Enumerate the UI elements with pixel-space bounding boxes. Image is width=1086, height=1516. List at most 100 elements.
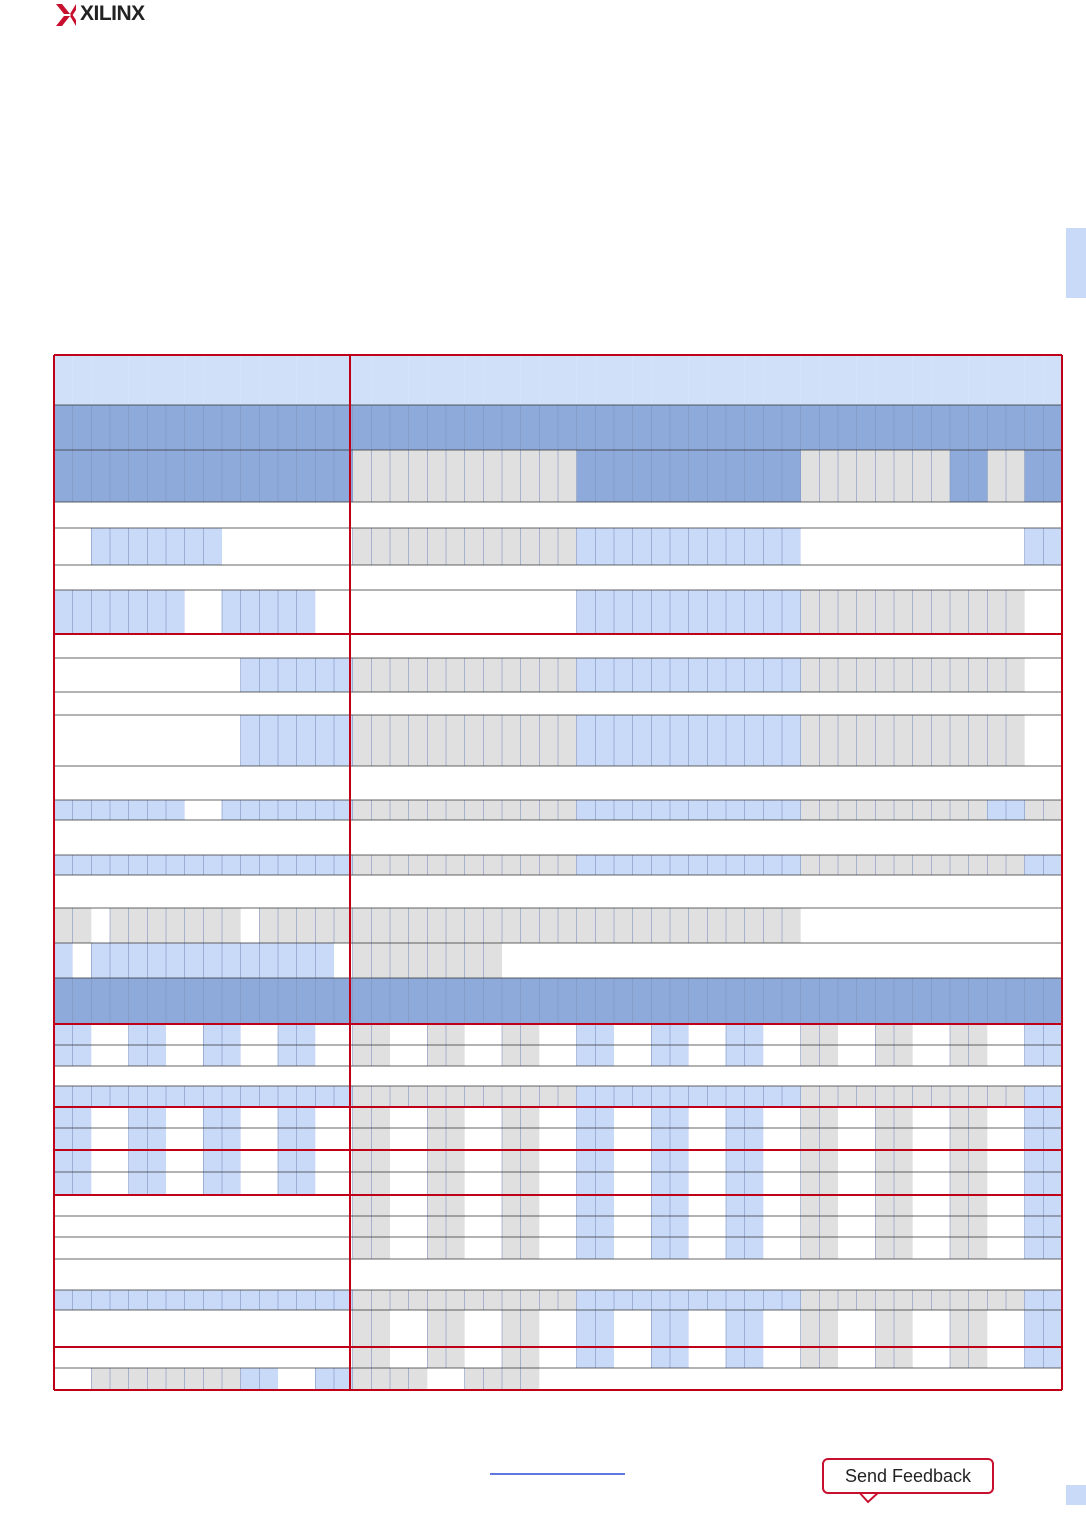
logo-text: XILINX <box>80 2 145 25</box>
table-cell <box>726 1237 745 1259</box>
table-cell <box>800 1024 820 1045</box>
table-cell <box>128 908 148 943</box>
table-cell <box>800 855 820 875</box>
table-cell <box>259 1290 278 1310</box>
table-cell <box>427 908 446 943</box>
table-cell <box>576 1045 596 1066</box>
table-cell <box>1024 1107 1044 1128</box>
table-cell <box>408 908 428 943</box>
table-cell <box>54 800 73 820</box>
table-cell <box>707 405 726 450</box>
table-cell <box>707 1290 726 1310</box>
table-cell <box>726 1310 745 1347</box>
table-cell <box>539 1086 558 1107</box>
table-cell <box>744 855 764 875</box>
table-cell <box>91 943 110 978</box>
table-cell <box>1024 1150 1044 1172</box>
table-cell <box>278 1086 297 1107</box>
table-cell <box>464 528 484 565</box>
table-cell <box>894 1172 913 1195</box>
table-cell <box>278 978 297 1024</box>
table-cell <box>968 1107 988 1128</box>
table-cell <box>763 528 782 565</box>
table-cell <box>875 1237 894 1259</box>
table-cell <box>894 1024 913 1045</box>
table-cell <box>110 1086 129 1107</box>
table-cell <box>576 1195 596 1216</box>
table-cell <box>595 1216 614 1237</box>
table-cell <box>427 1107 446 1128</box>
table-cell <box>54 943 73 978</box>
table-cell <box>334 1086 353 1107</box>
table-cell <box>688 908 708 943</box>
table-cell <box>782 528 801 565</box>
table-cell <box>950 978 969 1024</box>
table-cell <box>707 355 726 405</box>
table-cell <box>726 1216 745 1237</box>
table-cell <box>670 1045 689 1066</box>
table-cell <box>352 1216 372 1237</box>
table-cell <box>856 715 876 766</box>
table-cell <box>726 855 745 875</box>
table-cell <box>595 1128 614 1150</box>
table-cell <box>72 1150 92 1172</box>
table-cell <box>688 715 708 766</box>
table-cell <box>670 1310 689 1347</box>
table-cell <box>726 1150 745 1172</box>
table-cell <box>987 855 1006 875</box>
table-cell <box>875 1290 894 1310</box>
table-cell <box>614 855 633 875</box>
table-cell <box>427 355 446 405</box>
table-cell <box>894 1107 913 1128</box>
table-cell <box>427 1150 446 1172</box>
table-cell <box>520 1237 540 1259</box>
table-cell <box>1006 978 1025 1024</box>
table-cell <box>912 658 932 692</box>
table-cell <box>166 1290 185 1310</box>
table-cell <box>744 450 764 502</box>
table-cell <box>819 978 838 1024</box>
table-cell <box>520 1107 540 1128</box>
table-cell <box>800 1216 820 1237</box>
table-cell <box>259 1368 278 1390</box>
table-cell <box>128 1128 148 1150</box>
table-cell <box>352 978 372 1024</box>
table-cell <box>912 1086 932 1107</box>
table-cell <box>240 943 260 978</box>
table-cell <box>259 450 278 502</box>
table-cell <box>688 1086 708 1107</box>
table-cell <box>614 658 633 692</box>
table-cell <box>427 528 446 565</box>
table-cell <box>166 800 185 820</box>
send-feedback-button[interactable]: Send Feedback <box>822 1458 994 1494</box>
table-cell <box>203 1045 222 1066</box>
table-cell <box>408 658 428 692</box>
table-cell <box>819 590 838 634</box>
table-cell <box>595 1150 614 1172</box>
table-cell <box>371 855 390 875</box>
table-cell <box>856 658 876 692</box>
side-tab <box>1066 228 1086 298</box>
table-cell <box>240 855 260 875</box>
table-cell <box>726 1347 745 1368</box>
table-cell <box>987 355 1006 405</box>
table-cell <box>576 590 596 634</box>
table-cell <box>427 450 446 502</box>
table-cell <box>1024 1290 1044 1310</box>
table-cell <box>558 855 577 875</box>
table-cell <box>707 1086 726 1107</box>
table-cell <box>950 1195 969 1216</box>
table-cell <box>819 1107 838 1128</box>
table-cell <box>520 855 540 875</box>
table-cell <box>427 1024 446 1045</box>
table-cell <box>110 1368 129 1390</box>
table-cell <box>352 908 372 943</box>
table-cell <box>203 1290 222 1310</box>
table-cell <box>334 355 353 405</box>
table-cell <box>222 1172 241 1195</box>
table-cell <box>147 1086 166 1107</box>
table-cell <box>110 855 129 875</box>
table-cell <box>576 1216 596 1237</box>
table-cell <box>427 1172 446 1195</box>
table-cell <box>520 528 540 565</box>
